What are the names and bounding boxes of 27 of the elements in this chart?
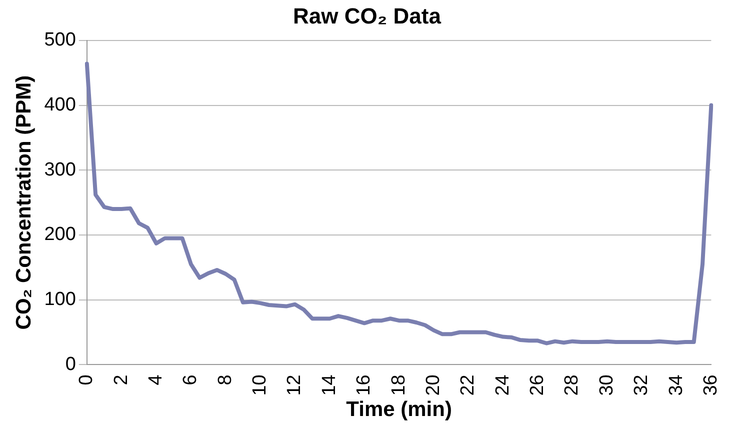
x-tick-label: 32	[631, 374, 652, 396]
x-tick-label: 6	[180, 374, 202, 386]
x-tick-label: 22	[458, 374, 479, 396]
x-tick-label: 2	[110, 374, 132, 386]
x-tick-label: 0	[76, 374, 98, 386]
x-tick-label: 24	[492, 374, 514, 396]
x-tick-label: 10	[250, 374, 271, 396]
x-axis-title: Time (min)	[346, 398, 452, 422]
y-tick-label: 300	[44, 159, 76, 180]
x-tick-label: 8	[214, 374, 236, 386]
x-tick-label: 4	[146, 374, 166, 386]
x-tick-label: 16	[354, 374, 375, 396]
x-tick-label: 12	[284, 374, 306, 396]
x-tick-label: 26	[527, 374, 548, 396]
x-tick-label: 34	[666, 374, 687, 396]
x-tick-label: 18	[388, 374, 410, 396]
y-tick-label: 500	[44, 30, 76, 51]
y-tick-label: 100	[44, 289, 76, 310]
y-tick-label: 400	[44, 94, 76, 116]
x-tick-label: 36	[700, 374, 722, 396]
x-tick-label: 28	[562, 374, 583, 396]
x-tick-label: 14	[318, 374, 340, 396]
y-tick-label: 200	[44, 224, 76, 246]
x-tick-label: 30	[596, 374, 618, 396]
chart-title: Raw CO₂ Data	[293, 3, 442, 28]
x-tick-label: 20	[422, 374, 444, 396]
y-axis-title: CO₂ Concentration (PPM)	[12, 75, 36, 330]
